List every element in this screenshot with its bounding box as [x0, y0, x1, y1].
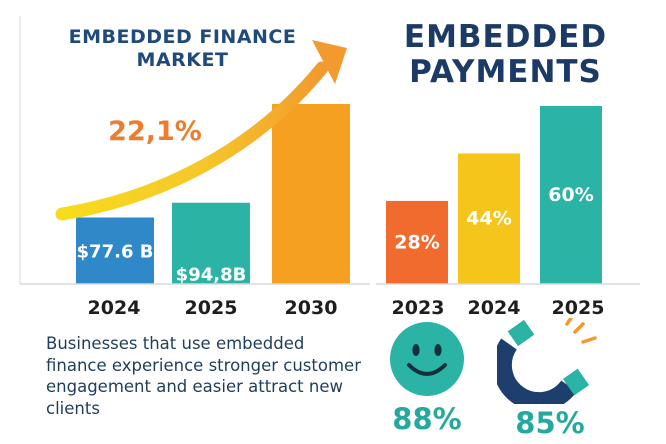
bar-value-label: 28%	[394, 231, 439, 253]
new-clients-stat: 85%	[515, 406, 585, 440]
bar-value-label: 60%	[548, 184, 593, 206]
x-tick-label: 2024	[467, 297, 521, 319]
trend-arrow	[55, 40, 347, 221]
customer-engagement-stat: 88%	[392, 402, 462, 436]
x-tick-label: 2025	[551, 297, 605, 319]
bar-2030	[272, 104, 350, 284]
bar-2025	[540, 106, 602, 284]
bar-2025	[172, 202, 250, 284]
x-tick-label: 2030	[284, 297, 338, 319]
trend-arrow-curve	[55, 61, 329, 221]
growth-rate-annotation: 22,1%	[108, 116, 202, 147]
bar-2024	[458, 153, 520, 284]
embedded-finance-benefit-text: Businesses that use embedded finance exp…	[46, 334, 361, 418]
market-chart-title: EMBEDDED FINANCE MARKET	[68, 26, 297, 71]
bar-value-label: $77.6 B	[77, 241, 154, 262]
magnet-icon	[497, 318, 597, 404]
trend-arrow-head	[312, 40, 347, 84]
bar-2024	[76, 217, 154, 284]
x-tick-label: 2025	[184, 297, 238, 319]
bar-value-label: $94,8B	[176, 265, 247, 286]
bar-2023	[386, 200, 448, 284]
bar-value-label: 44%	[466, 208, 511, 230]
smiley-face-icon	[390, 322, 464, 396]
payments-chart-title: EMBEDDED PAYMENTS	[403, 19, 608, 90]
x-tick-label: 2023	[391, 297, 445, 319]
x-tick-label: 2024	[87, 297, 141, 319]
